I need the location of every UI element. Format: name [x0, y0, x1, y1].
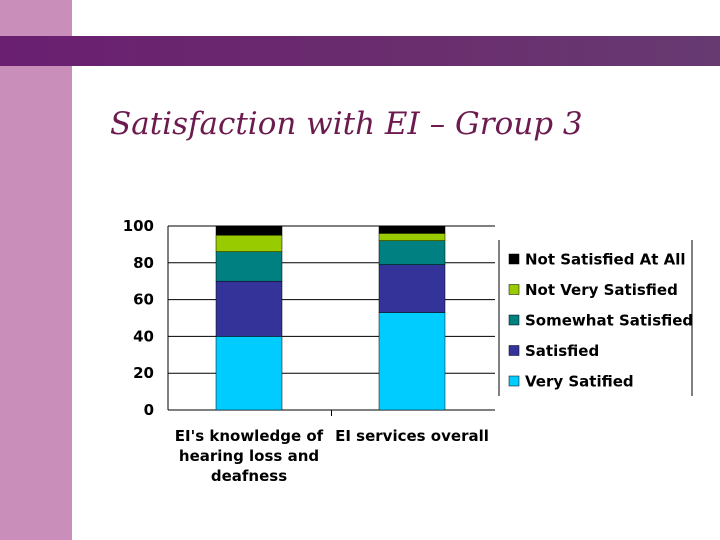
- legend-swatch: [508, 284, 520, 295]
- legend-swatch: [508, 345, 520, 356]
- bar-segment: [215, 225, 283, 236]
- x-category-label: EI's knowledge of: [175, 427, 324, 445]
- legend-label: Satisfied: [525, 342, 599, 360]
- legend-swatch: [508, 314, 520, 326]
- x-category-label: deafness: [211, 467, 287, 485]
- top-decor-bar: [0, 36, 720, 66]
- bar-segment: [378, 264, 446, 313]
- left-decor-band: [0, 0, 72, 540]
- y-tick-label: 100: [123, 217, 154, 235]
- y-tick-label: 80: [133, 254, 154, 272]
- bar-segment: [378, 225, 446, 234]
- y-tick-label: 20: [133, 364, 154, 382]
- legend-label: Very Satified: [525, 373, 634, 391]
- bar-segment: [215, 234, 283, 253]
- slide-title: Satisfaction with EI – Group 3: [110, 106, 583, 142]
- legend-label: Not Satisfied At All: [525, 251, 686, 269]
- y-tick-label: 60: [133, 291, 154, 309]
- y-tick-label: 0: [144, 401, 154, 419]
- legend-label: Not Very Satisfied: [525, 281, 678, 299]
- bar-segment: [378, 312, 446, 411]
- x-category-label: hearing loss and: [179, 447, 319, 465]
- bar-segment: [378, 240, 446, 265]
- bar-segment: [215, 336, 283, 411]
- legend: [499, 240, 692, 396]
- legend-swatch: [508, 253, 520, 265]
- x-category-label: EI services overall: [335, 427, 489, 445]
- y-tick-label: 40: [133, 327, 154, 345]
- bar-segment: [378, 233, 446, 241]
- legend-label: Somewhat Satisfied: [525, 312, 693, 330]
- bar-segment: [215, 280, 283, 337]
- legend-swatch: [508, 375, 520, 387]
- bar-segment: [215, 251, 283, 282]
